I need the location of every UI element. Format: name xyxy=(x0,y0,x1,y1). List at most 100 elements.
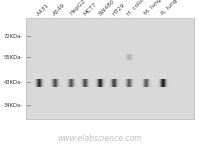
Bar xyxy=(163,79,164,87)
Bar xyxy=(85,79,86,87)
Bar xyxy=(132,79,133,87)
Bar xyxy=(83,79,84,87)
Bar xyxy=(102,79,103,87)
Bar xyxy=(38,79,39,87)
Bar xyxy=(80,79,81,87)
Bar xyxy=(117,79,118,87)
Bar xyxy=(124,54,125,60)
Text: A549: A549 xyxy=(52,2,67,16)
Bar xyxy=(131,54,132,60)
Bar xyxy=(105,79,106,87)
Text: A431: A431 xyxy=(36,2,51,16)
Bar xyxy=(133,54,134,60)
Bar xyxy=(101,79,102,87)
Bar xyxy=(168,79,169,87)
Bar xyxy=(76,79,77,87)
Bar xyxy=(97,79,98,87)
Bar xyxy=(68,79,69,87)
Text: www.elabscience.com: www.elabscience.com xyxy=(58,134,142,143)
Bar xyxy=(134,79,135,87)
Text: HT29: HT29 xyxy=(111,2,126,16)
Bar xyxy=(52,79,53,87)
Bar xyxy=(88,79,89,87)
Bar xyxy=(165,79,166,87)
Bar xyxy=(86,79,87,87)
Bar xyxy=(98,79,99,87)
Bar xyxy=(74,79,75,87)
Bar xyxy=(161,79,162,87)
Bar xyxy=(132,54,133,60)
Bar xyxy=(159,79,160,87)
Bar xyxy=(58,79,59,87)
Bar xyxy=(35,79,36,87)
Bar xyxy=(90,79,91,87)
Bar xyxy=(54,79,55,87)
Bar xyxy=(127,79,128,87)
Text: H. colon cancer: H. colon cancer xyxy=(126,0,162,16)
Bar xyxy=(57,79,58,87)
Bar xyxy=(145,79,146,87)
Bar xyxy=(125,79,126,87)
Bar xyxy=(67,79,68,87)
Bar xyxy=(44,79,45,87)
Bar xyxy=(126,79,127,87)
Bar xyxy=(143,79,144,87)
Bar xyxy=(72,79,73,87)
Bar xyxy=(158,79,159,87)
Text: SW480: SW480 xyxy=(97,0,116,16)
Bar xyxy=(99,79,100,87)
Bar xyxy=(141,79,142,87)
Bar xyxy=(116,79,117,87)
Bar xyxy=(118,79,119,87)
Bar xyxy=(133,79,134,87)
Bar xyxy=(113,79,114,87)
Bar xyxy=(130,54,131,60)
Bar xyxy=(114,79,115,87)
Bar xyxy=(69,79,70,87)
Bar xyxy=(164,79,165,87)
Bar xyxy=(84,79,85,87)
Bar xyxy=(129,54,130,60)
Bar xyxy=(87,79,88,87)
Text: 34KDa-: 34KDa- xyxy=(4,103,23,108)
Bar xyxy=(150,79,151,87)
Text: M. lung: M. lung xyxy=(143,0,162,16)
Bar xyxy=(60,79,61,87)
Bar xyxy=(100,79,101,87)
Bar xyxy=(124,79,125,87)
Bar xyxy=(119,79,120,87)
Text: 55KDa-: 55KDa- xyxy=(4,55,23,60)
Text: HepG2: HepG2 xyxy=(68,0,86,16)
Bar xyxy=(66,79,67,87)
Bar xyxy=(126,54,127,60)
Bar xyxy=(42,79,43,87)
Text: R. lung: R. lung xyxy=(160,0,178,16)
Bar xyxy=(112,79,113,87)
Text: MCT7: MCT7 xyxy=(82,1,98,16)
Bar xyxy=(39,79,40,87)
Bar xyxy=(149,79,150,87)
Bar xyxy=(40,79,41,87)
Bar xyxy=(96,79,97,87)
Bar xyxy=(166,79,167,87)
Bar xyxy=(167,79,168,87)
Bar xyxy=(41,79,42,87)
Bar xyxy=(146,79,147,87)
Bar xyxy=(70,79,71,87)
Bar xyxy=(34,79,35,87)
Bar xyxy=(144,79,145,87)
Text: 43KDa-: 43KDa- xyxy=(4,80,23,85)
Bar xyxy=(110,79,111,87)
Bar xyxy=(37,79,38,87)
Bar xyxy=(131,79,132,87)
Bar xyxy=(59,79,60,87)
Bar xyxy=(160,79,161,87)
Bar xyxy=(109,79,110,87)
Bar xyxy=(162,79,163,87)
Bar xyxy=(115,79,116,87)
Bar xyxy=(130,79,131,87)
Bar xyxy=(128,54,129,60)
Bar xyxy=(111,79,112,87)
Bar xyxy=(75,79,76,87)
Bar xyxy=(71,79,72,87)
